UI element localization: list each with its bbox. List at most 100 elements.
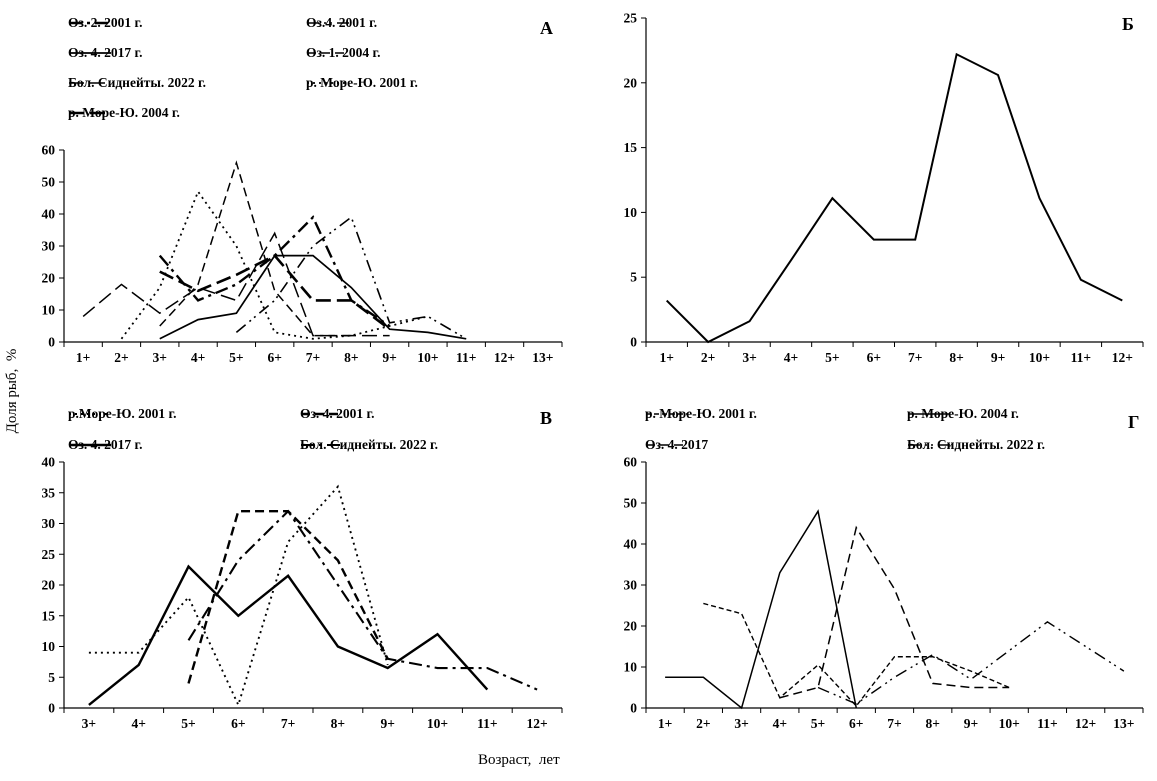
svg-text:4+: 4+	[773, 716, 787, 731]
svg-text:12+: 12+	[1075, 716, 1096, 731]
svg-text:5+: 5+	[181, 716, 195, 731]
legend-line-sample	[301, 412, 343, 415]
legend-line-sample	[646, 412, 688, 415]
svg-text:4+: 4+	[191, 350, 205, 365]
legend-item: р. Море-Ю. 2001 г.	[306, 68, 566, 98]
legend-label: р. Море-Ю. 2004 г.	[68, 105, 180, 120]
svg-text:20: 20	[624, 619, 638, 634]
svg-text:7+: 7+	[887, 716, 901, 731]
legend-panel-a: Оз. 2. 2001 г. Оз.4. 2001 г. Оз. 4. 2017 г…	[68, 8, 566, 128]
legend-line-sample	[307, 82, 349, 84]
svg-text:12+: 12+	[494, 350, 515, 365]
svg-text:6+: 6+	[267, 350, 281, 365]
legend-line-sample	[69, 21, 111, 25]
svg-text:10+: 10+	[999, 716, 1020, 731]
svg-text:7+: 7+	[281, 716, 295, 731]
svg-text:10+: 10+	[417, 350, 438, 365]
svg-text:5+: 5+	[825, 350, 839, 365]
legend-item: Бол. Сиднейты. 2022 г.	[907, 429, 1153, 460]
legend-item: Оз. 4. 2017	[645, 429, 897, 460]
svg-text:11+: 11+	[477, 716, 497, 731]
svg-text:8+: 8+	[331, 716, 345, 731]
legend-line-sample	[69, 443, 111, 446]
svg-text:12+: 12+	[1112, 350, 1133, 365]
svg-text:13+: 13+	[1113, 716, 1134, 731]
svg-text:9+: 9+	[382, 350, 396, 365]
svg-text:25: 25	[624, 11, 638, 26]
legend-line-sample	[908, 443, 950, 446]
svg-text:40: 40	[624, 537, 638, 552]
svg-text:15: 15	[42, 608, 56, 623]
legend-label: р. Море-Ю. 2001 г.	[645, 405, 757, 421]
legend-item: р. Море-Ю. 2001 г.	[645, 398, 897, 429]
chart-panel-a: 0 10 20 30 40 50 60 1+ 2+ 3+ 4+ 5+ 6+ 7+ 8+ 9+ 10+ 11+ 12+…	[42, 143, 563, 365]
svg-text:50: 50	[42, 175, 56, 190]
svg-text:3+: 3+	[82, 716, 96, 731]
chart-panel-b: 0 5 10 15 20 25 1+ 2+ 3+ 4+ 5+ 6+ 7+ 8+ 9+ 10+ 11+ 12+	[624, 11, 1144, 365]
svg-text:0: 0	[630, 701, 637, 716]
svg-text:35: 35	[42, 485, 56, 500]
svg-text:12+: 12+	[526, 716, 547, 731]
legend-label: Бол. Сиднейты. 2022 г.	[68, 75, 207, 90]
svg-text:60: 60	[42, 143, 56, 158]
svg-text:9+: 9+	[380, 716, 394, 731]
svg-text:6+: 6+	[849, 716, 863, 731]
panel-label-g: Г	[1128, 412, 1140, 432]
legend-line-sample	[307, 22, 349, 24]
svg-text:5: 5	[48, 670, 55, 685]
legend-label: Бол. Сиднейты. 2022 г.	[907, 436, 1046, 452]
legend-item: Оз. 4. 2017 г.	[68, 429, 290, 460]
svg-text:5+: 5+	[229, 350, 243, 365]
svg-text:20: 20	[42, 271, 56, 286]
svg-text:10+: 10+	[1029, 350, 1050, 365]
svg-text:11+: 11+	[1037, 716, 1057, 731]
svg-text:10: 10	[42, 639, 56, 654]
y-axis-label: Доля рыб, %	[4, 348, 20, 433]
legend-item: Оз. 4. 2017 г.	[68, 38, 296, 68]
svg-text:50: 50	[624, 496, 638, 511]
svg-text:15: 15	[624, 140, 638, 155]
legend-label: р. Море-Ю. 2004 г.	[907, 405, 1019, 421]
legend-item: Оз. 4. 2001 г.	[300, 398, 552, 429]
legend-label: р. Море-Ю. 2001 г.	[306, 75, 418, 90]
svg-text:2+: 2+	[701, 350, 715, 365]
legend-line-sample	[69, 412, 111, 415]
svg-text:1+: 1+	[659, 350, 673, 365]
svg-text:6+: 6+	[867, 350, 881, 365]
legend-line-sample	[646, 443, 688, 446]
svg-text:10: 10	[42, 303, 56, 318]
legend-item: р.Море-Ю. 2001 г.	[68, 398, 290, 429]
svg-text:4+: 4+	[784, 350, 798, 365]
svg-text:0: 0	[630, 335, 637, 350]
legend-line-sample	[908, 412, 950, 415]
svg-text:5: 5	[630, 270, 637, 285]
svg-text:0: 0	[48, 335, 55, 350]
svg-text:2+: 2+	[696, 716, 710, 731]
svg-text:10: 10	[624, 660, 638, 675]
legend-item: р. Море-Ю. 2004 г.	[68, 98, 296, 128]
svg-text:13+: 13+	[532, 350, 553, 365]
svg-text:0: 0	[48, 701, 55, 716]
svg-text:30: 30	[42, 516, 56, 531]
svg-text:11+: 11+	[456, 350, 476, 365]
legend-label: Бол. Сиднейты. 2022 г.	[300, 436, 439, 452]
x-axis-label: Возраст, лет	[478, 752, 560, 768]
legend-line-sample	[307, 52, 349, 54]
svg-text:3+: 3+	[153, 350, 167, 365]
svg-text:25: 25	[42, 547, 56, 562]
svg-text:1+: 1+	[658, 716, 672, 731]
svg-text:10+: 10+	[427, 716, 448, 731]
legend-line-sample	[69, 52, 111, 54]
svg-text:3+: 3+	[734, 716, 748, 731]
legend-line-sample	[69, 82, 111, 84]
svg-text:3+: 3+	[742, 350, 756, 365]
legend-line-sample	[69, 111, 111, 115]
legend-line-sample	[301, 443, 343, 446]
panel-label-v: В	[540, 408, 553, 428]
svg-text:40: 40	[42, 207, 56, 222]
svg-text:4+: 4+	[131, 716, 145, 731]
svg-text:30: 30	[42, 239, 56, 254]
legend-panel-g: р. Море-Ю. 2001 г. р. Море-Ю. 2004 г. Оз. …	[645, 398, 1153, 460]
legend-item: Оз. 2. 2001 г.	[68, 8, 296, 38]
